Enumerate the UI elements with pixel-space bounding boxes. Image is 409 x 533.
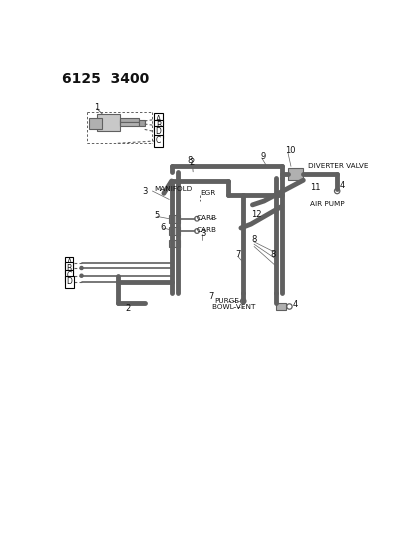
Text: 2: 2 (189, 158, 194, 167)
Text: 4: 4 (339, 181, 344, 190)
Text: AIR PUMP: AIR PUMP (310, 201, 344, 207)
Text: 8: 8 (187, 156, 192, 165)
Bar (120, 123, 138, 126)
Text: C: C (155, 136, 161, 146)
Bar (120, 118, 138, 122)
Bar (287, 168, 303, 180)
Text: A: A (155, 115, 161, 124)
Text: 1: 1 (94, 102, 99, 111)
Bar (138, 120, 144, 126)
Text: DIVERTER VALVE: DIVERTER VALVE (307, 163, 368, 168)
Text: 10: 10 (284, 146, 294, 155)
Bar (275, 303, 285, 310)
Bar (169, 215, 180, 223)
Circle shape (80, 266, 83, 270)
Text: 3: 3 (200, 229, 205, 238)
Text: CARB: CARB (197, 215, 216, 221)
Text: B: B (155, 121, 161, 130)
Text: 6125  3400: 6125 3400 (61, 72, 148, 86)
Text: D: D (66, 277, 72, 286)
Text: B: B (67, 263, 72, 272)
Text: 11: 11 (310, 183, 320, 192)
Text: 7: 7 (207, 292, 213, 301)
Text: EGR: EGR (200, 190, 215, 196)
Text: A: A (66, 258, 72, 267)
Text: 7: 7 (235, 251, 240, 260)
Text: 8: 8 (270, 251, 275, 260)
Text: C: C (66, 271, 72, 280)
Text: BOWL VENT: BOWL VENT (211, 304, 254, 310)
Text: MANIFOLD: MANIFOLD (153, 185, 192, 192)
Text: 9: 9 (260, 152, 265, 161)
Text: 5: 5 (153, 211, 159, 220)
Text: 6: 6 (160, 223, 165, 232)
Text: 2: 2 (125, 304, 130, 313)
Bar (169, 239, 180, 247)
Bar (89, 118, 101, 130)
Bar (97, 114, 120, 131)
Text: 12: 12 (250, 209, 261, 219)
Text: 8: 8 (250, 235, 256, 244)
Text: 3: 3 (142, 187, 147, 196)
Bar (169, 227, 180, 235)
Text: 4: 4 (292, 300, 297, 309)
Circle shape (80, 274, 83, 277)
Text: CARB: CARB (197, 227, 216, 233)
Text: PURGE: PURGE (213, 298, 238, 304)
Text: D: D (155, 127, 161, 136)
